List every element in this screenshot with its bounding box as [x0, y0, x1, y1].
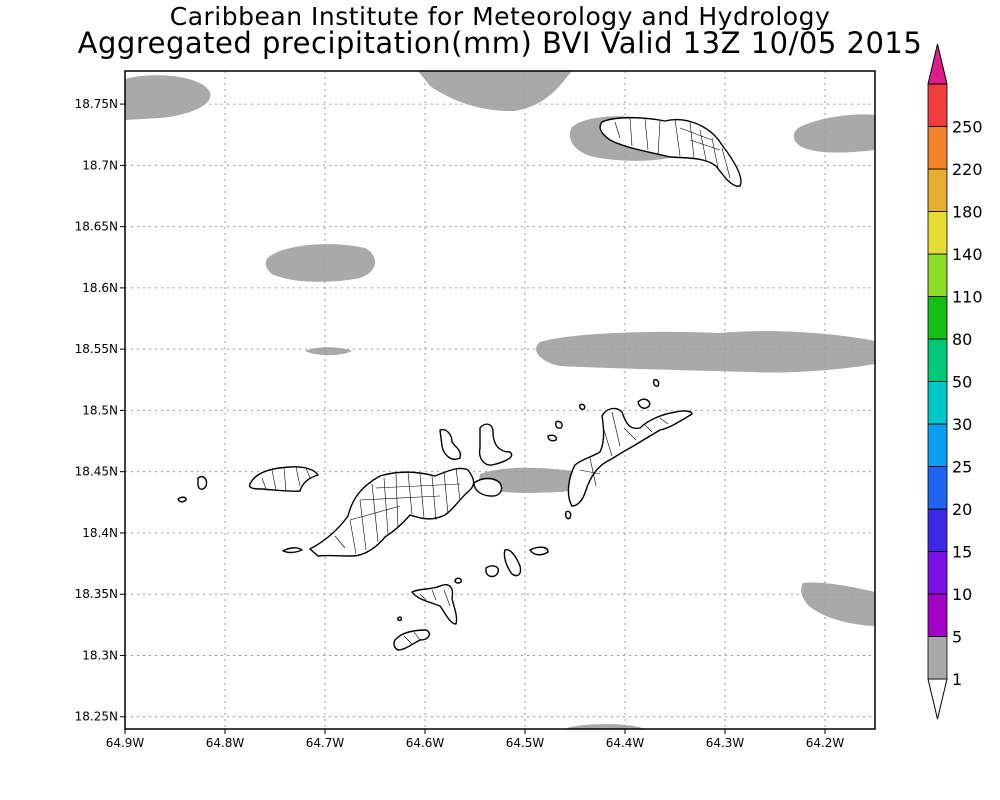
- island-jost-van-dyke: [248, 466, 319, 492]
- x-tick-label: 64.3W: [706, 736, 745, 750]
- island-subdivision-lines: [261, 117, 731, 645]
- y-tick-label: 18.4N: [82, 526, 118, 540]
- y-tick-label: 18.7N: [82, 158, 118, 172]
- island-peter: [411, 584, 458, 625]
- map-frame: [124, 70, 876, 730]
- island-dead-chest: [454, 577, 462, 584]
- precip-area: [478, 467, 585, 493]
- y-tick-label: 18.45N: [75, 465, 118, 479]
- x-tick-label: 64.5W: [506, 736, 545, 750]
- x-tick-label: 64.8W: [206, 736, 245, 750]
- island-guana: [439, 428, 462, 460]
- x-tick-label: 64.9W: [106, 736, 145, 750]
- colorbar-label: 140: [952, 245, 983, 264]
- island-marina-cay: [547, 434, 558, 442]
- y-axis-ticks: 18.75N 18.7N 18.65N 18.6N 18.55N 18.5N 18.45N 1…: [75, 97, 125, 724]
- y-tick-label: 18.55N: [75, 342, 118, 356]
- island-outlines: [177, 117, 742, 651]
- colorbar-lower-triangle: [927, 678, 948, 720]
- island-sandy-cay: [197, 476, 208, 490]
- precip-area: [793, 114, 875, 153]
- island-mosquito: [637, 398, 651, 409]
- chart-title-line2: Aggregated precipitation(mm) BVI Valid 1…: [77, 26, 923, 60]
- island-cooper: [485, 565, 499, 578]
- x-axis-ticks: 64.9W 64.8W 64.7W 64.6W 64.5W 64.4W 64.3W 64.2W: [106, 729, 845, 750]
- colorbar-swatch: [927, 551, 948, 595]
- map-gridlines: [125, 71, 875, 729]
- precip-area: [801, 582, 875, 626]
- colorbar-upper-triangle: [927, 43, 948, 85]
- x-tick-label: 64.6W: [406, 736, 445, 750]
- island-cay-small: [177, 496, 187, 503]
- y-tick-label: 18.35N: [75, 587, 118, 601]
- colorbar-swatch: [927, 593, 948, 637]
- colorbar-label: 80: [952, 330, 972, 349]
- precip-area: [125, 75, 211, 120]
- x-tick-label: 64.4W: [606, 736, 645, 750]
- precip-area: [265, 244, 376, 282]
- island-great-camanoe: [478, 423, 513, 466]
- colorbar-swatch: [927, 296, 948, 340]
- y-tick-label: 18.3N: [82, 648, 118, 662]
- y-tick-label: 18.6N: [82, 281, 118, 295]
- island-virgin-gorda: [567, 407, 693, 507]
- island-salt: [503, 549, 522, 577]
- island-little-thatch: [282, 547, 303, 554]
- colorbar-label: 15: [952, 543, 972, 562]
- precip-area: [305, 347, 352, 356]
- colorbar-label: 220: [952, 160, 983, 179]
- colorbar-label: 50: [952, 373, 972, 392]
- x-tick-label: 64.7W: [306, 736, 345, 750]
- colorbar-swatch: [927, 508, 948, 552]
- colorbar-label: 20: [952, 500, 972, 519]
- colorbar-swatch: [927, 211, 948, 255]
- precipitation-areas: [125, 71, 875, 729]
- island-beef: [473, 477, 503, 497]
- y-tick-label: 18.25N: [75, 710, 118, 724]
- colorbar-swatch: [927, 168, 948, 212]
- colorbar-label: 1: [952, 670, 962, 689]
- colorbar-label: 10: [952, 585, 972, 604]
- x-tick-label: 64.2W: [806, 736, 845, 750]
- colorbar-swatch: [927, 253, 948, 297]
- y-tick-label: 18.75N: [75, 97, 118, 111]
- island-tortola: [309, 467, 475, 557]
- colorbar-label: 5: [952, 628, 962, 647]
- precip-area: [536, 331, 875, 373]
- y-tick-label: 18.65N: [75, 220, 118, 234]
- colorbar-swatch: [927, 126, 948, 170]
- colorbar-swatch: [927, 423, 948, 467]
- colorbar-swatch: [927, 338, 948, 382]
- island-fallen-jerusalem: [565, 510, 572, 520]
- colorbar-swatch: [927, 636, 948, 680]
- chart-title-line1: Caribbean Institute for Meteorology and …: [169, 2, 831, 31]
- y-tick-label: 18.5N: [82, 403, 118, 417]
- colorbar-label: 110: [952, 288, 983, 307]
- precip-area: [418, 71, 572, 112]
- island-the-dogs: [579, 403, 586, 410]
- island-pelican: [397, 616, 402, 622]
- island-ginger: [529, 546, 549, 556]
- colorbar-swatch: [927, 83, 948, 127]
- colorbar-label: 180: [952, 203, 983, 222]
- colorbar-label: 30: [952, 415, 972, 434]
- island-scrub: [555, 420, 563, 429]
- colorbar-swatch: [927, 381, 948, 425]
- island-prickly-pear: [653, 379, 660, 387]
- colorbar-swatch: [927, 466, 948, 510]
- island-anegada: [599, 117, 742, 187]
- colorbar-label: 250: [952, 118, 983, 137]
- island-norman: [393, 629, 431, 651]
- colorbar-label: 25: [952, 458, 972, 477]
